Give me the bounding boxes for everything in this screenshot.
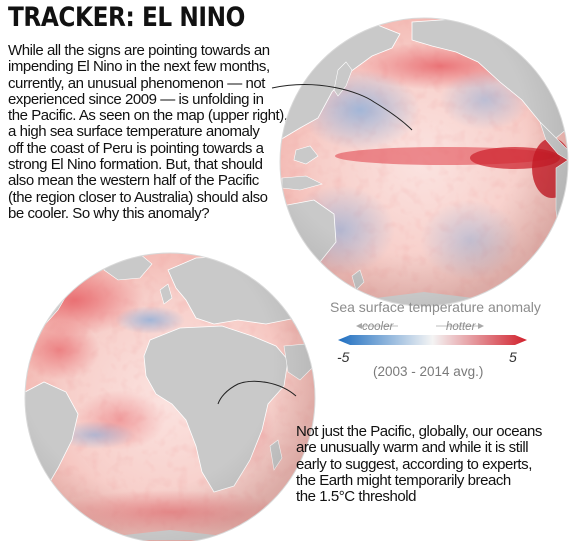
intro-line: (the region closer to Australia) should … bbox=[8, 188, 268, 206]
intro-line: be cooler. So why this anomaly? bbox=[8, 204, 210, 222]
legend-hotter-label: hotter bbox=[446, 321, 476, 333]
leader-line-atlantic bbox=[217, 380, 297, 405]
legend-scale bbox=[338, 323, 527, 345]
outro-line: the 1.5°C threshold bbox=[296, 488, 417, 506]
intro-line: a high sea surface temperature anomaly bbox=[8, 123, 260, 141]
outro-line: Not just the Pacific, globally, our ocea… bbox=[296, 423, 542, 440]
outro-line: early to suggest, according to experts, bbox=[296, 455, 532, 473]
legend-title: Sea surface temperature anomaly bbox=[330, 299, 541, 315]
legend-max-value: 5 bbox=[509, 349, 517, 365]
legend-color-bar bbox=[338, 335, 527, 345]
intro-line: also mean the western half of the Pacifi… bbox=[8, 172, 259, 190]
pacific-globe bbox=[279, 17, 569, 307]
leader-line-pacific bbox=[271, 84, 413, 131]
intro-line: While all the signs are pointing towards… bbox=[8, 42, 270, 59]
legend-baseline-period: (2003 - 2014 avg.) bbox=[373, 364, 484, 379]
legend-cooler-label: cooler bbox=[362, 321, 394, 333]
intro-line: currently, an unusual phenomenon — not bbox=[8, 74, 265, 92]
intro-line: off the coast of Peru is pointing toward… bbox=[8, 139, 264, 157]
legend-arrow-hot bbox=[478, 323, 484, 329]
intro-line: impending El Nino in the next few months… bbox=[8, 58, 270, 76]
legend-min-value: -5 bbox=[337, 349, 350, 365]
intro-line: the Pacific. As seen on the map (upper r… bbox=[8, 107, 288, 125]
outro-line: are unusually warm and while it is still bbox=[296, 439, 529, 457]
legend-arrow-cool bbox=[356, 323, 362, 329]
outro-paragraph: Not just the Pacific, globally, our ocea… bbox=[296, 423, 558, 506]
intro-paragraph: While all the signs are pointing towards… bbox=[8, 42, 308, 222]
page-title: TRACKER: EL NINO bbox=[8, 2, 245, 33]
intro-line: strong El Nino formation. But, that shou… bbox=[8, 156, 263, 174]
outro-line: the Earth might temporarily breach bbox=[296, 471, 511, 489]
atlantic-africa-globe bbox=[24, 252, 316, 541]
intro-line: experienced since 2009 — is unfolding in bbox=[8, 90, 264, 108]
